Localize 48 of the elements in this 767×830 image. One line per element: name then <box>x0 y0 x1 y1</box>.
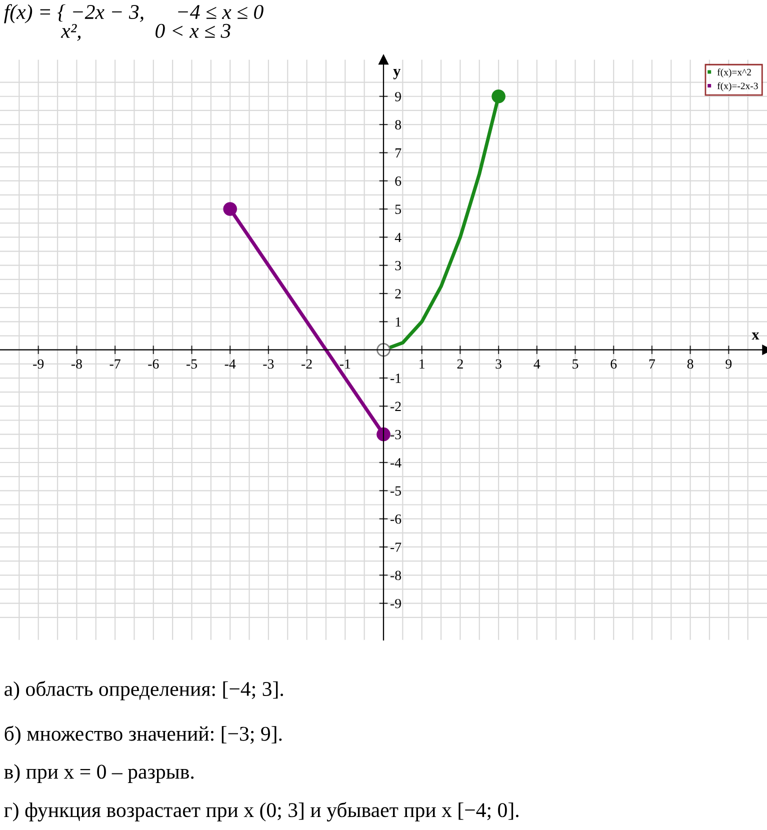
x-tick-label: 3 <box>496 359 502 369</box>
y-tick-label: 4 <box>394 232 402 242</box>
text: а) область определения: [−4; 3]. <box>4 680 284 700</box>
x-tick-label: -7 <box>110 359 120 369</box>
x-tick-label: -1 <box>340 359 350 369</box>
y-tick-label: 5 <box>395 204 402 214</box>
y-tick-label: 3 <box>395 260 402 270</box>
text: г) функция возрастает при x (0; 3] и убывает при x [−4; 0]. <box>4 802 518 822</box>
x-tick-label: -3 <box>263 359 274 369</box>
text: б) множество значений: [−3; 9]. <box>4 726 282 746</box>
y-tick-label: -4 <box>390 458 402 468</box>
point <box>376 427 390 442</box>
x-tick-label: -6 <box>148 359 159 369</box>
chart-title: f(x) = { −2x − 3, −4 ≤ x ≤ 0 x², 0 < x ≤ 3 <box>4 4 264 41</box>
x-tick-label: -4 <box>224 359 236 369</box>
y-tick-label: 8 <box>395 120 402 130</box>
y-tick-label: -1 <box>390 374 401 383</box>
y-tick-label: 7 <box>396 148 402 158</box>
x-tick-label: 4 <box>534 359 540 369</box>
y-tick-label: -5 <box>390 486 402 496</box>
legend-label: f(x)=-2x-3 <box>717 82 758 92</box>
y-tick-label: -3 <box>390 430 402 440</box>
y-tick-label: 2 <box>395 289 401 298</box>
x-tick-label: -9 <box>33 359 44 369</box>
x-tick-label: 1 <box>420 359 424 369</box>
y-tick-label: -9 <box>390 598 401 608</box>
y-axis-title: y <box>393 68 401 80</box>
y-tick-label: -7 <box>390 542 402 552</box>
point <box>223 202 238 216</box>
x-tick-label: 6 <box>610 359 617 369</box>
x-tick-label: -8 <box>71 359 82 369</box>
x-tick-label: 5 <box>572 359 578 369</box>
y-tick-label: 6 <box>395 176 402 186</box>
x-tick-label: 9 <box>726 359 732 369</box>
y-tick-label: 1 <box>396 317 401 326</box>
legend-label: f(x)=x^2 <box>717 68 751 78</box>
y-tick-label: -6 <box>390 514 402 524</box>
x-tick-label: 2 <box>457 359 463 369</box>
x-tick-label: 8 <box>687 359 694 369</box>
y-tick-label: -2 <box>390 402 401 411</box>
x-tick-label: -2 <box>302 359 312 369</box>
x-axis-title: x <box>752 332 760 340</box>
x-tick-label: -5 <box>186 359 197 369</box>
x-tick-label: 7 <box>649 359 656 369</box>
y-tick-label: -8 <box>390 570 402 580</box>
y-tick-label: 9 <box>395 92 401 102</box>
text: в) при x = 0 – разрыв. <box>4 764 194 784</box>
point <box>492 89 506 104</box>
